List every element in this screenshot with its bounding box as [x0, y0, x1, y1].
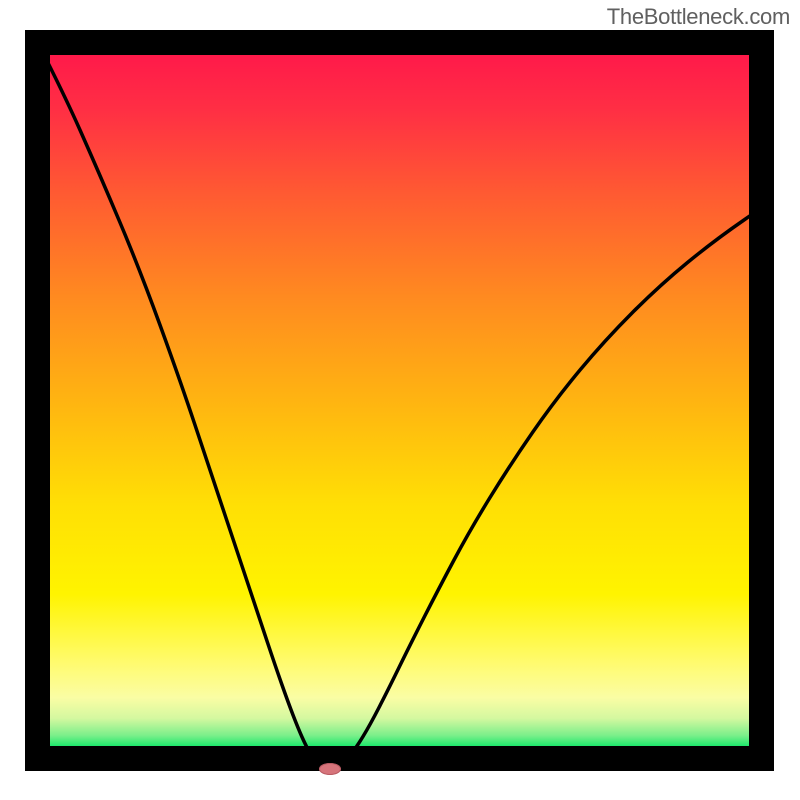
bottleneck-curve	[0, 0, 800, 800]
optimal-point-indicator	[319, 763, 341, 775]
plot-border-right	[749, 30, 774, 771]
plot-border-left	[25, 30, 50, 771]
watermark-text: TheBottleneck.com	[607, 4, 790, 30]
chart-frame: TheBottleneck.com	[0, 0, 800, 800]
plot-border-top	[25, 30, 774, 55]
plot-border-bottom	[25, 746, 774, 771]
curve-path	[25, 18, 773, 768]
